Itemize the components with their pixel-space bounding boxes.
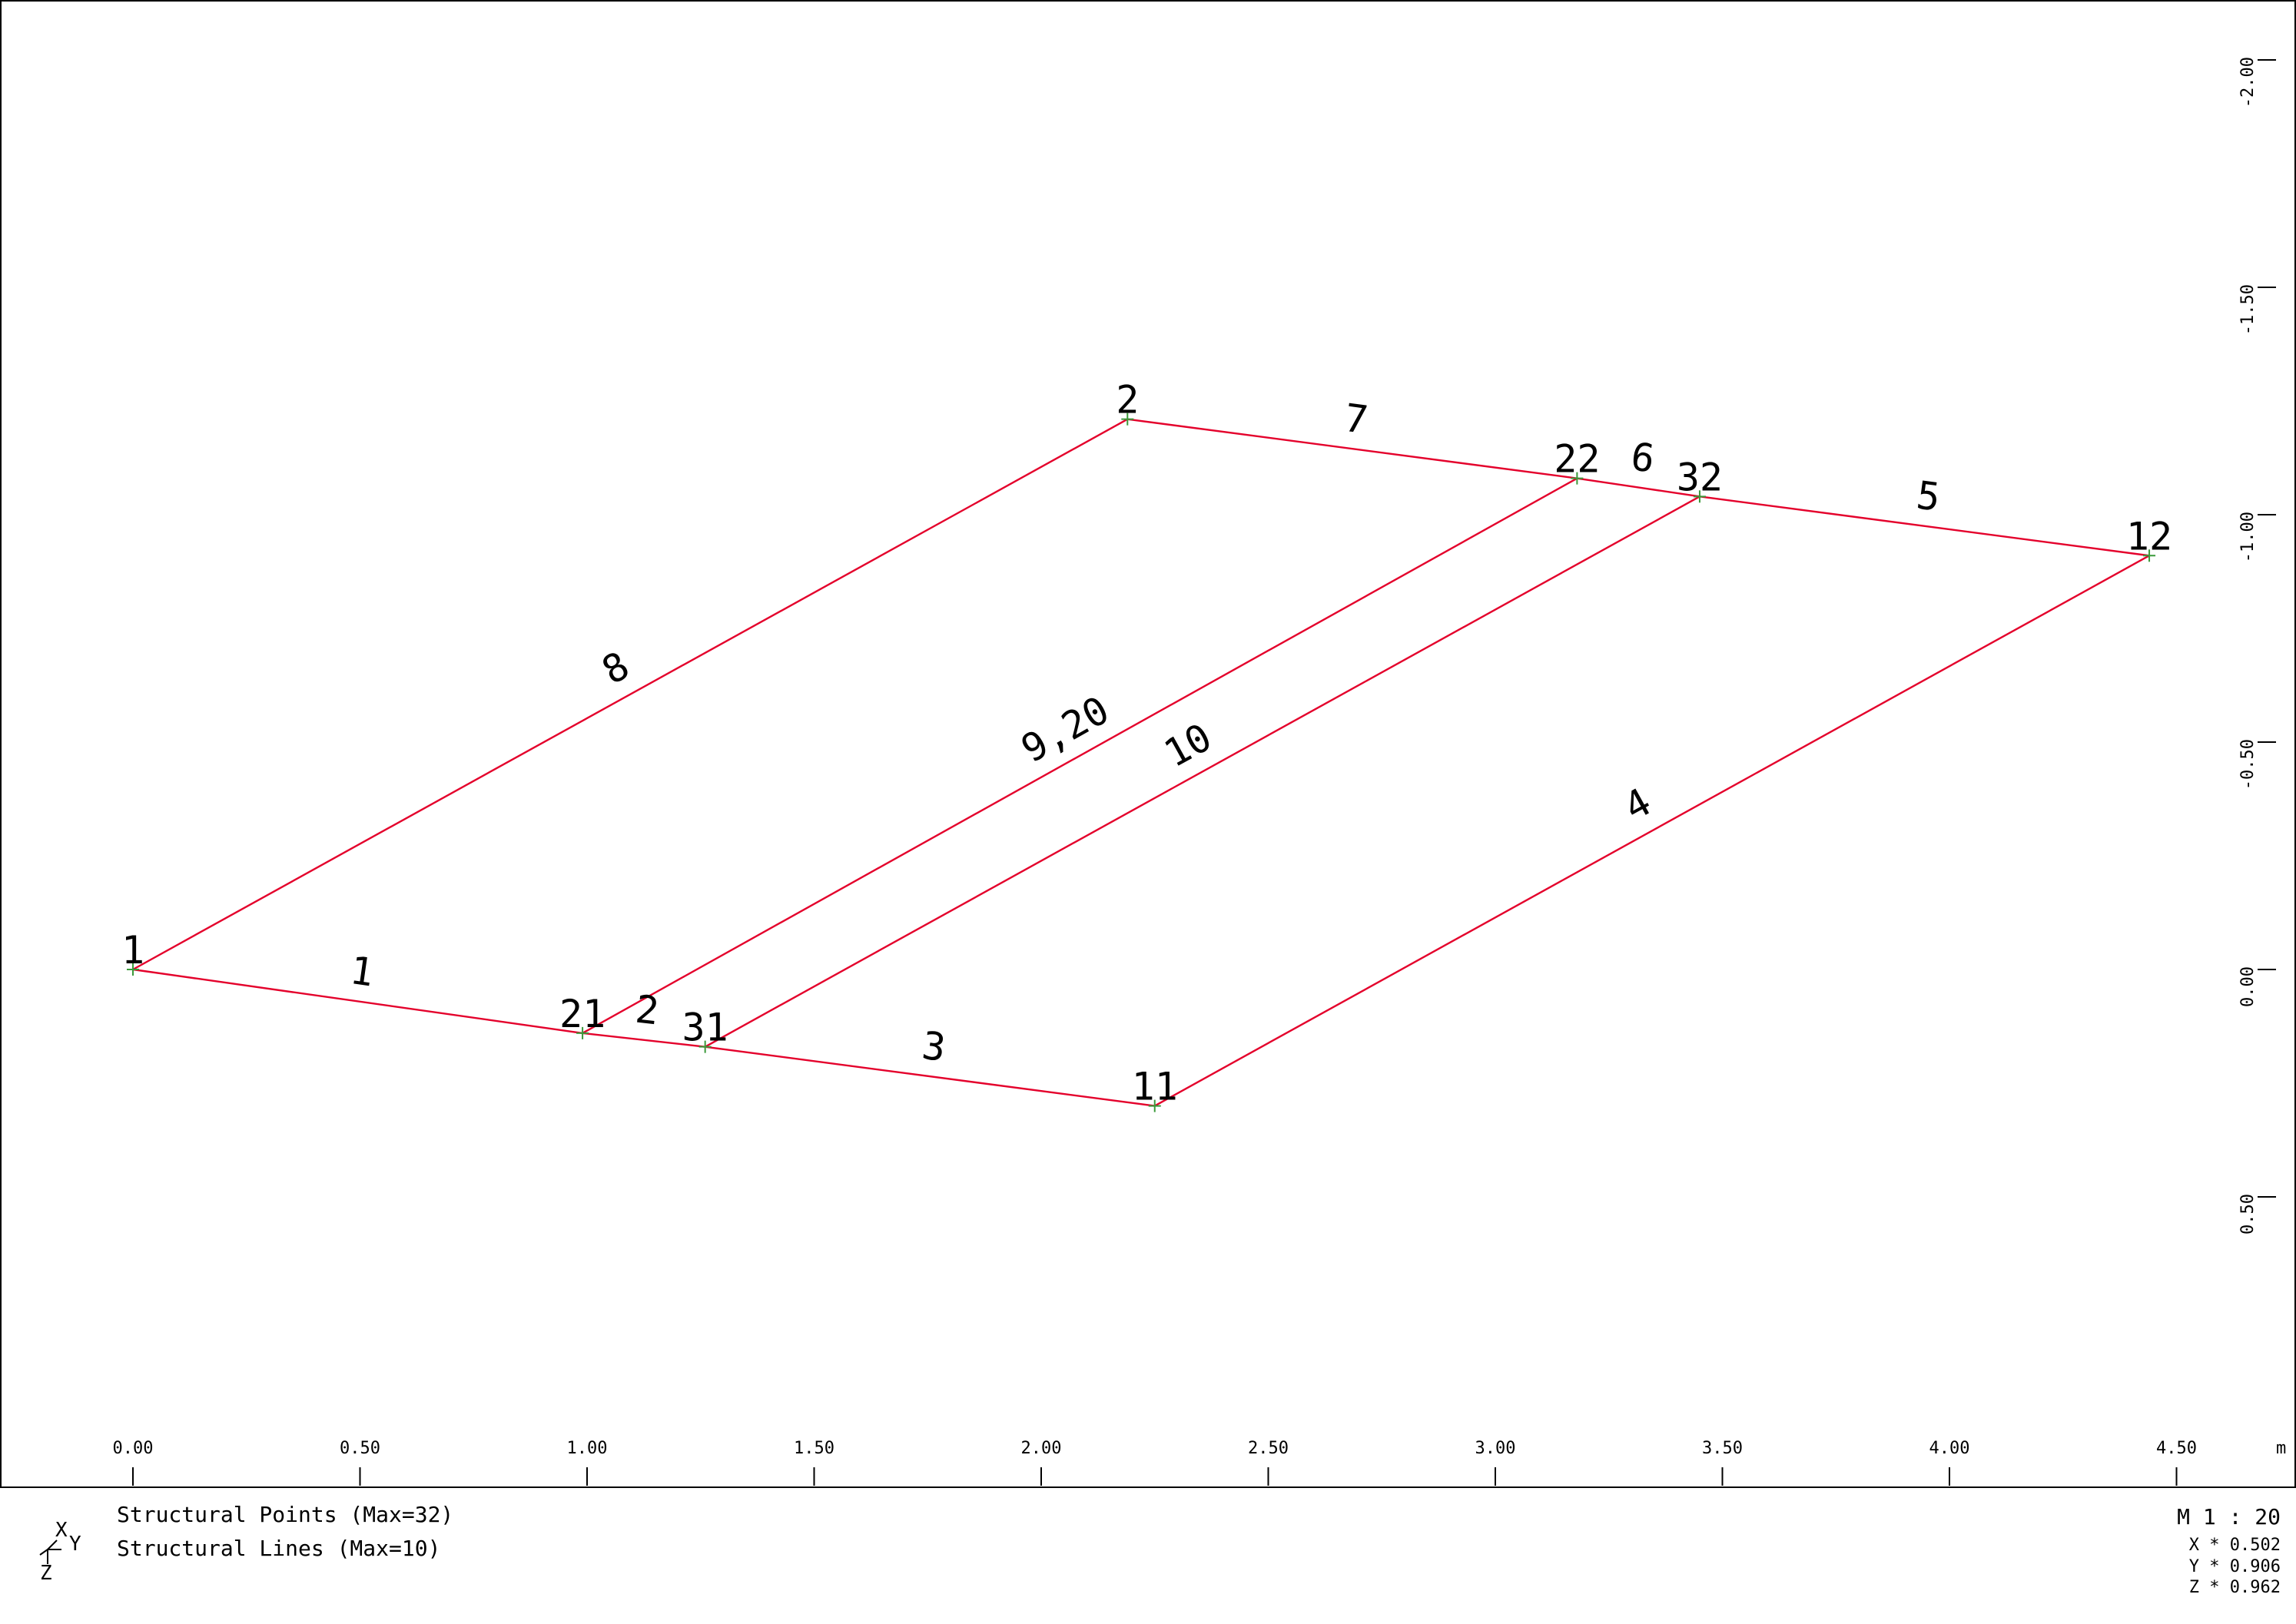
y-axis-tick-label: 0.00 bbox=[2238, 966, 2258, 1007]
drawing-frame bbox=[0, 0, 2296, 1488]
legend-structural-lines: Structural Lines (Max=10) bbox=[117, 1536, 440, 1561]
structural-point-2[interactable] bbox=[1121, 413, 1134, 426]
x-axis-ruler: 0.00 0.50 1.00 1.50 2.00 2.50 3.00 3.50 4.00 4.50 bbox=[113, 1439, 2197, 1486]
point-label-11: 11 bbox=[1132, 1065, 1178, 1109]
y-axis-tick-label: -2.00 bbox=[2238, 57, 2258, 108]
structural-line-10[interactable] bbox=[705, 495, 1700, 1048]
x-axis-tick-label: 0.50 bbox=[340, 1439, 380, 1458]
x-axis-tick-label: 1.00 bbox=[567, 1439, 608, 1458]
y-axis-tick-label: -1.50 bbox=[2238, 284, 2258, 335]
structural-point-11[interactable] bbox=[1148, 1099, 1161, 1112]
structural-point-32[interactable] bbox=[1693, 490, 1706, 503]
scale-x-factor: X * 0.502 bbox=[2189, 1536, 2281, 1555]
y-axis-tick-label: -1.00 bbox=[2238, 512, 2258, 562]
x-axis-tick-label: 0.00 bbox=[113, 1439, 154, 1458]
line-label-3: 3 bbox=[920, 1023, 948, 1070]
triad-y-label: Y bbox=[69, 1533, 81, 1556]
line-label-1: 1 bbox=[347, 948, 377, 996]
structural-point-31[interactable] bbox=[698, 1040, 712, 1053]
structural-point-12[interactable] bbox=[2143, 549, 2156, 562]
line-label-8: 8 bbox=[595, 643, 636, 693]
triad-icon bbox=[39, 1539, 61, 1564]
triad-z-label: Z bbox=[40, 1562, 52, 1585]
axis-triad: X Y Z bbox=[39, 1519, 81, 1585]
structural-line-9-20[interactable] bbox=[582, 477, 1578, 1034]
structural-line-8[interactable] bbox=[132, 418, 1128, 971]
line-label-4: 4 bbox=[1617, 780, 1658, 830]
x-axis-tick-label: 3.50 bbox=[1702, 1439, 1743, 1458]
structural-line-7[interactable] bbox=[1127, 418, 1578, 479]
x-axis-tick-label: 1.50 bbox=[794, 1439, 834, 1458]
legend-structural-points: Structural Points (Max=32) bbox=[117, 1502, 453, 1527]
scale-z-factor: Z * 0.962 bbox=[2189, 1578, 2281, 1597]
x-axis-tick-label: 4.00 bbox=[1929, 1439, 1970, 1458]
structural-line-5[interactable] bbox=[1699, 495, 2150, 557]
x-axis-tick-label: 4.50 bbox=[2156, 1439, 2197, 1458]
line-label-7: 7 bbox=[1342, 396, 1370, 442]
structural-point-1[interactable] bbox=[127, 963, 139, 976]
point-label-21: 21 bbox=[559, 992, 606, 1036]
structural-line-3[interactable] bbox=[705, 1046, 1155, 1107]
scale-ratio: M 1 : 20 bbox=[2177, 1504, 2281, 1530]
line-label-6: 6 bbox=[1628, 434, 1657, 482]
point-label-31: 31 bbox=[682, 1006, 728, 1050]
triad-x-label: X bbox=[55, 1519, 68, 1542]
structural-line-4[interactable] bbox=[1154, 555, 2150, 1107]
y-axis-ruler: -2.00 -1.50 -1.00 -0.50 0.00 0.50 bbox=[2238, 57, 2276, 1235]
point-label-32: 32 bbox=[1677, 455, 1723, 499]
x-axis-tick-label: 3.00 bbox=[1475, 1439, 1516, 1458]
structural-line-6[interactable] bbox=[1577, 477, 1700, 498]
x-axis-tick-label: 2.50 bbox=[1248, 1439, 1289, 1458]
structural-line-1[interactable] bbox=[132, 968, 583, 1035]
structural-points-layer bbox=[127, 413, 2156, 1112]
line-label-2: 2 bbox=[633, 987, 661, 1034]
point-label-1: 1 bbox=[121, 928, 144, 973]
y-axis-tick-label: 0.50 bbox=[2238, 1194, 2258, 1235]
point-label-2: 2 bbox=[1116, 378, 1139, 423]
structural-point-22[interactable] bbox=[1571, 472, 1584, 485]
structural-lines-layer bbox=[132, 418, 2150, 1107]
scale-y-factor: Y * 0.906 bbox=[2189, 1557, 2281, 1576]
y-axis-tick-label: -0.50 bbox=[2238, 739, 2258, 790]
line-label-9-20: 9,20 bbox=[1014, 688, 1116, 771]
structural-line-2[interactable] bbox=[582, 1032, 705, 1048]
x-axis-unit: m bbox=[2276, 1439, 2286, 1458]
line-label-5: 5 bbox=[1914, 472, 1943, 519]
x-axis-tick-label: 2.00 bbox=[1021, 1439, 1062, 1458]
point-label-22: 22 bbox=[1554, 437, 1600, 482]
point-label-12: 12 bbox=[2126, 514, 2172, 558]
structural-point-21[interactable] bbox=[576, 1026, 589, 1039]
